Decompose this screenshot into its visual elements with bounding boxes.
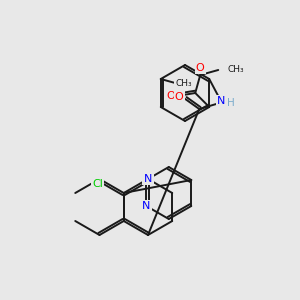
Text: N: N xyxy=(217,96,225,106)
Text: H: H xyxy=(227,98,235,108)
Text: O: O xyxy=(175,92,184,102)
Text: N: N xyxy=(144,174,152,184)
Text: CH₃: CH₃ xyxy=(176,80,192,88)
Text: O: O xyxy=(167,91,176,101)
Text: Cl: Cl xyxy=(92,179,103,189)
Text: CH₃: CH₃ xyxy=(227,64,244,74)
Text: N: N xyxy=(142,201,151,211)
Text: O: O xyxy=(196,63,205,73)
